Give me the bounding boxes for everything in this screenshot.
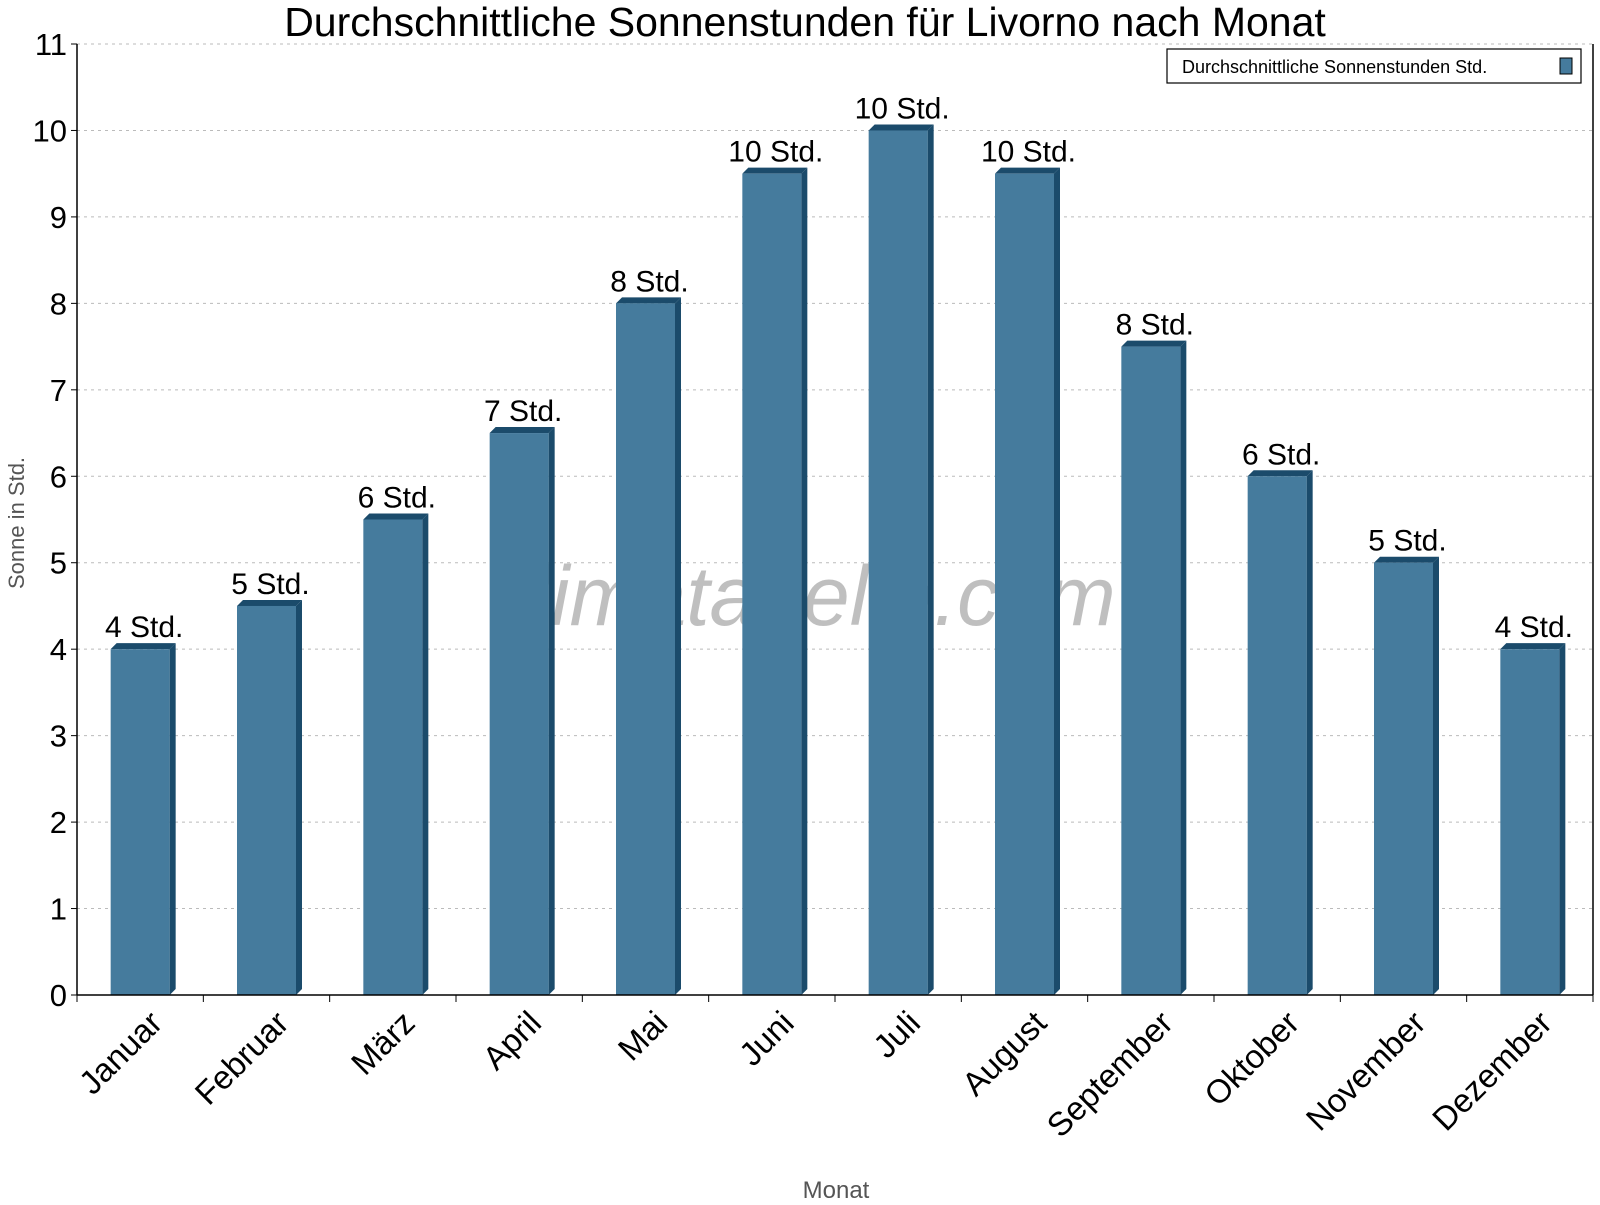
x-tick-label: Mai bbox=[611, 1004, 675, 1068]
bar bbox=[1500, 649, 1560, 995]
legend-label: Durchschnittliche Sonnenstunden Std. bbox=[1182, 57, 1487, 77]
data-label: 4 Std. bbox=[105, 611, 183, 644]
x-tick-label: November bbox=[1299, 1004, 1433, 1138]
bar bbox=[237, 605, 296, 995]
x-tick-label: Juni bbox=[732, 1004, 801, 1073]
legend-swatch bbox=[1559, 57, 1573, 75]
x-tick-label: August bbox=[955, 1004, 1054, 1103]
bar-top bbox=[995, 167, 1060, 174]
data-label: 7 Std. bbox=[484, 395, 562, 428]
bar bbox=[489, 433, 549, 996]
legend-box bbox=[1166, 48, 1582, 84]
y-tick-label: 11 bbox=[35, 27, 67, 62]
y-tick-label: 3 bbox=[50, 719, 67, 754]
data-label: 10 Std. bbox=[728, 136, 823, 169]
bar bbox=[1374, 562, 1433, 995]
bar-side bbox=[422, 513, 429, 995]
data-label: 5 Std. bbox=[1368, 525, 1446, 558]
bar-top bbox=[742, 167, 808, 174]
bar-side bbox=[169, 643, 176, 995]
bar bbox=[868, 130, 928, 996]
bar-side bbox=[675, 297, 681, 995]
data-label: 8 Std. bbox=[610, 265, 688, 298]
y-tick-label: 0 bbox=[50, 978, 67, 1013]
bar bbox=[1247, 476, 1307, 996]
y-tick-label: 8 bbox=[50, 286, 67, 321]
bar-top bbox=[363, 513, 429, 520]
bar-side bbox=[1433, 556, 1439, 995]
data-label: 6 Std. bbox=[1242, 438, 1320, 471]
data-label: 6 Std. bbox=[358, 482, 436, 515]
y-tick-label: 2 bbox=[50, 805, 67, 840]
x-axis-title: Monat bbox=[803, 1177, 870, 1200]
bar-top bbox=[1247, 470, 1313, 477]
x-tick-label: April bbox=[475, 1004, 548, 1077]
y-axis-title: Sonne in Std. bbox=[4, 457, 29, 589]
bar bbox=[742, 173, 802, 995]
bar-top bbox=[868, 124, 934, 131]
y-tick-label: 6 bbox=[50, 459, 67, 494]
x-tick-label: Januar bbox=[72, 1004, 170, 1102]
bar-side bbox=[927, 124, 934, 996]
data-label: 10 Std. bbox=[855, 92, 950, 125]
bar-side bbox=[1054, 167, 1060, 995]
y-tick-label: 5 bbox=[50, 546, 67, 581]
x-tick-label: Dezember bbox=[1425, 1004, 1559, 1138]
data-label: 8 Std. bbox=[1116, 309, 1194, 342]
bar-side bbox=[1306, 470, 1313, 996]
bar-top bbox=[1121, 340, 1187, 347]
bar-side bbox=[296, 599, 302, 995]
bar-side bbox=[1559, 643, 1566, 995]
bar-top bbox=[489, 427, 555, 434]
bar-side bbox=[1180, 340, 1187, 995]
data-label: 4 Std. bbox=[1495, 611, 1573, 644]
bar bbox=[1121, 346, 1181, 995]
bar bbox=[995, 173, 1054, 995]
bar-top bbox=[1500, 643, 1566, 650]
data-label: 10 Std. bbox=[981, 136, 1076, 169]
y-tick-label: 9 bbox=[50, 200, 67, 235]
y-tick-label: 1 bbox=[50, 892, 67, 927]
x-tick-label: September bbox=[1039, 1004, 1179, 1144]
legend: Durchschnittliche Sonnenstunden Std. bbox=[1166, 48, 1582, 84]
y-tick-label: 4 bbox=[50, 632, 67, 667]
x-tick-label: März bbox=[344, 1004, 422, 1082]
bar-top bbox=[1374, 556, 1439, 563]
bar-side bbox=[548, 427, 555, 996]
chart-title: Durchschnittliche Sonnenstunden für Livo… bbox=[284, 0, 1326, 45]
bar-top bbox=[110, 643, 176, 650]
bar-top bbox=[616, 297, 681, 304]
bar bbox=[363, 519, 423, 995]
x-tick-label: Oktober bbox=[1197, 1004, 1306, 1113]
x-tick-label: Februar bbox=[188, 1004, 296, 1112]
bar bbox=[110, 649, 170, 995]
bar bbox=[616, 303, 675, 995]
y-tick-label: 10 bbox=[33, 113, 67, 148]
bar-side bbox=[801, 167, 808, 995]
data-label: 5 Std. bbox=[231, 568, 309, 601]
bar-top bbox=[237, 599, 302, 606]
x-tick-label: Juli bbox=[866, 1004, 927, 1065]
y-tick-label: 7 bbox=[50, 373, 67, 408]
